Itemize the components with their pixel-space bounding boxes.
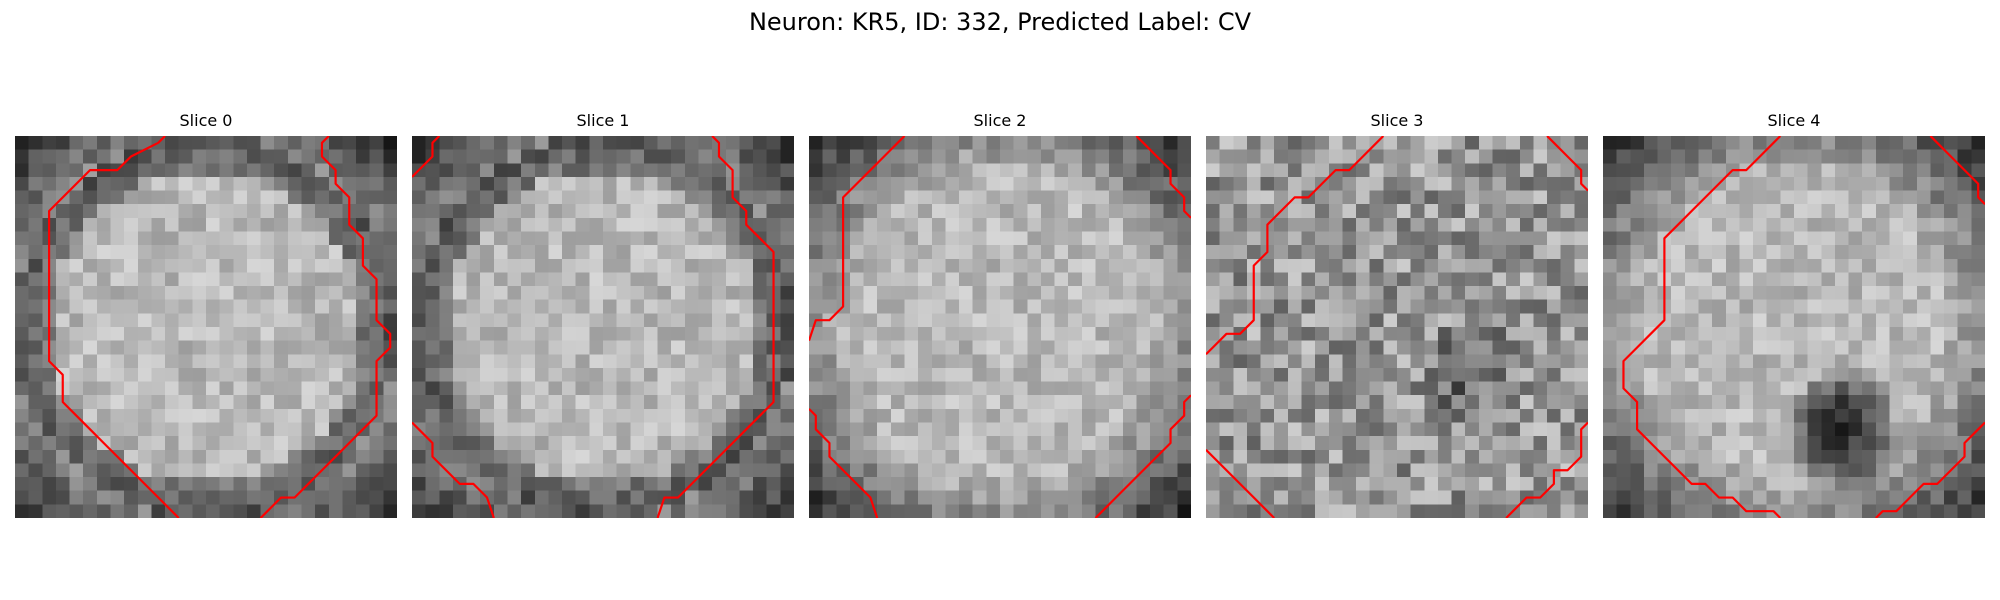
- contour-line: [809, 408, 879, 518]
- slice-title: Slice 0: [179, 111, 233, 130]
- slice-title: Slice 1: [576, 111, 630, 130]
- contour-line: [1206, 449, 1275, 518]
- contour-line: [1206, 136, 1385, 356]
- contour-line: [1546, 136, 1588, 192]
- slice-title: Slice 3: [1370, 111, 1424, 130]
- slice-panel-4: Slice 4: [1603, 110, 1985, 518]
- slice-panel-3: Slice 3: [1206, 110, 1588, 518]
- slice-title: Slice 4: [1767, 111, 1821, 130]
- contour-line: [809, 136, 906, 341]
- contour-line: [656, 136, 775, 518]
- contour-line: [1094, 394, 1191, 518]
- slice-title: Slice 2: [973, 111, 1027, 130]
- contour-line: [412, 421, 495, 518]
- contour-line: [1929, 136, 1985, 205]
- contour-line: [48, 136, 180, 518]
- slice-image: [412, 136, 794, 518]
- slice-image: [15, 136, 397, 518]
- slice-panel-0: Slice 0: [15, 110, 397, 518]
- slice-image: [809, 136, 1191, 518]
- slice-panel-2: Slice 2: [809, 110, 1191, 518]
- contour-line: [412, 136, 441, 178]
- slice-image: [1603, 136, 1985, 518]
- slice-image: [1206, 136, 1588, 518]
- contour-line: [1505, 421, 1588, 518]
- contour-line: [1135, 136, 1191, 219]
- slice-panel-1: Slice 1: [412, 110, 794, 518]
- figure-title: Neuron: KR5, ID: 332, Predicted Label: C…: [748, 8, 1252, 36]
- contour-line: [259, 136, 392, 518]
- contour-line: [1875, 421, 1985, 518]
- contour-line: [1622, 136, 1782, 518]
